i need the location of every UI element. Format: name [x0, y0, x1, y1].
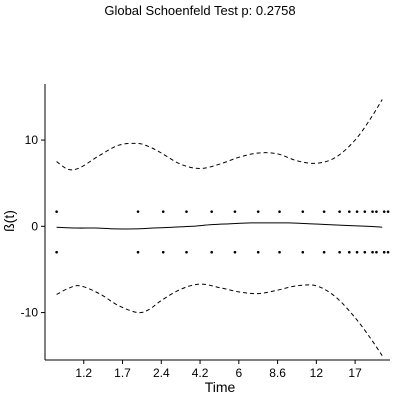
residual-point — [301, 210, 305, 213]
residual-point — [371, 250, 374, 254]
y-axis-title: ß(t) — [1, 210, 17, 232]
residual-point — [338, 250, 341, 254]
upper-confidence-band — [56, 99, 383, 171]
residual-point — [136, 210, 140, 213]
y-tick-label: 10 — [25, 133, 39, 147]
residual-point — [185, 250, 188, 254]
residual-point — [55, 210, 58, 213]
residual-point — [375, 250, 378, 254]
x-tick-label: 1.2 — [75, 366, 92, 380]
residual-point — [161, 210, 165, 213]
residual-point — [55, 250, 58, 254]
beta-estimate-line — [56, 222, 383, 230]
chart-title: Global Schoenfeld Test p: 0.2758 — [104, 3, 295, 18]
residual-point — [233, 250, 237, 254]
residual-point — [375, 210, 378, 213]
lower-confidence-band — [56, 283, 383, 356]
residual-point — [322, 250, 326, 254]
residual-point — [347, 210, 351, 213]
x-tick-label: 17 — [348, 366, 362, 380]
residual-point — [322, 210, 326, 213]
residual-point — [301, 250, 305, 254]
x-tick-label: 12 — [310, 366, 324, 380]
residual-point — [355, 210, 359, 213]
residual-point — [347, 250, 351, 254]
residual-point — [386, 250, 390, 254]
residual-point — [161, 250, 165, 254]
x-tick-label: 1.7 — [114, 366, 131, 380]
y-axis: -10 0 10 — [21, 133, 45, 320]
residual-point — [338, 210, 341, 213]
residual-point — [233, 210, 237, 213]
residual-point — [210, 250, 213, 254]
residual-point — [256, 250, 260, 254]
plot-area — [55, 99, 390, 356]
residual-point — [256, 210, 260, 213]
y-tick-label: 0 — [31, 219, 38, 233]
residual-point — [185, 210, 188, 213]
residual-point — [371, 210, 374, 213]
residual-point — [355, 250, 359, 254]
x-axis: 1.2 1.7 2.4 4.2 6 8.6 12 17 — [75, 360, 362, 380]
x-axis-title: Time — [205, 379, 236, 395]
residual-point — [363, 210, 367, 213]
residual-point — [278, 250, 281, 254]
x-tick-label: 2.4 — [153, 366, 170, 380]
residual-point — [386, 210, 390, 213]
residual-point — [382, 210, 386, 213]
residual-point — [363, 250, 367, 254]
residual-point — [136, 250, 140, 254]
residual-point — [382, 250, 386, 254]
y-tick-label: -10 — [21, 306, 39, 320]
x-tick-label: 8.6 — [269, 366, 286, 380]
x-tick-label: 6 — [235, 366, 242, 380]
residual-point — [278, 210, 281, 213]
residual-point — [210, 210, 213, 213]
x-tick-label: 4.2 — [192, 366, 209, 380]
